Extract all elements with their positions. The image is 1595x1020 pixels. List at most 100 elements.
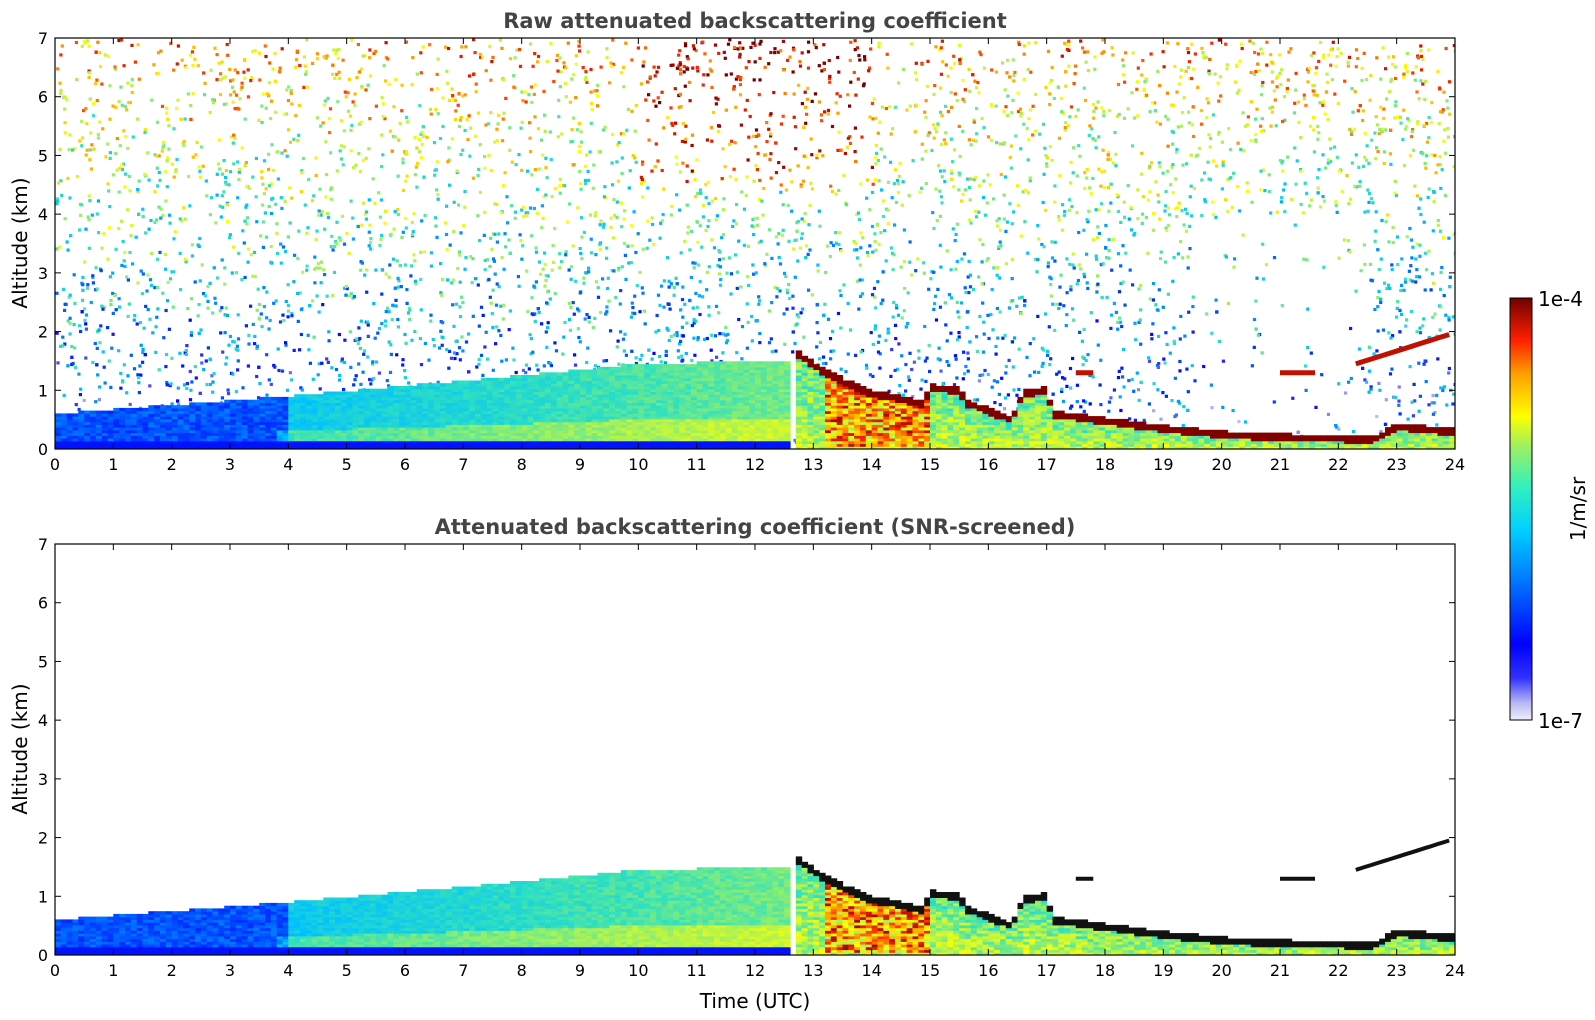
heatmap-cell: [656, 96, 660, 100]
heatmap-cell: [491, 55, 495, 59]
heatmap-cell: [308, 304, 312, 308]
heatmap-cell: [457, 203, 461, 207]
heatmap-cell: [159, 216, 163, 220]
heatmap-cell: [548, 362, 553, 366]
heatmap-cell: [333, 76, 337, 80]
heatmap-cell: [183, 421, 190, 425]
heatmap-cell: [1250, 200, 1254, 204]
heatmap-cell: [177, 432, 184, 436]
heatmap-cell: [1312, 51, 1316, 55]
heatmap-cell: [1178, 359, 1182, 364]
heatmap-cell: [1105, 256, 1109, 260]
heatmap-cell: [1294, 71, 1298, 75]
heatmap-cell: [603, 185, 607, 189]
heatmap-cell: [390, 318, 394, 322]
heatmap-cell: [367, 230, 371, 234]
heatmap-cell: [828, 337, 833, 341]
heatmap-cell: [568, 317, 572, 322]
heatmap-cell: [270, 402, 278, 406]
heatmap-cell: [533, 168, 537, 172]
heatmap-cell: [528, 136, 532, 140]
heatmap-cell: [1123, 215, 1127, 219]
heatmap-cell: [570, 265, 574, 269]
heatmap-cell: [978, 238, 982, 242]
heatmap-cell: [525, 211, 530, 215]
heatmap-cell: [84, 313, 89, 317]
heatmap-cell: [1161, 171, 1165, 175]
heatmap-cell: [1053, 259, 1057, 263]
heatmap-cell: [332, 270, 337, 275]
heatmap-cell: [1010, 257, 1014, 262]
heatmap-cell: [286, 99, 291, 103]
heatmap-cell: [60, 440, 68, 445]
heatmap-cell: [114, 105, 118, 109]
heatmap-cell: [796, 220, 800, 224]
heatmap-cell: [673, 132, 677, 136]
heatmap-cell: [708, 67, 712, 71]
heatmap-cell: [171, 429, 179, 434]
heatmap-cell: [751, 134, 755, 138]
heatmap-cell: [1133, 418, 1137, 422]
heatmap-cell: [550, 194, 554, 199]
heatmap-cell: [1082, 272, 1086, 276]
heatmap-cell: [690, 358, 694, 363]
heatmap-cell: [148, 438, 155, 442]
heatmap-cell: [549, 41, 553, 46]
heatmap-cell: [874, 306, 878, 310]
heatmap-cell: [81, 275, 85, 280]
heatmap-cell: [142, 407, 149, 412]
heatmap-cell: [330, 234, 334, 238]
heatmap-cell: [428, 107, 433, 111]
heatmap-cell: [1076, 278, 1080, 283]
heatmap-cell: [839, 148, 843, 152]
heatmap-cell: [231, 372, 235, 376]
heatmap-cell: [249, 304, 253, 308]
heatmap-cell: [265, 353, 269, 357]
heatmap-cell: [1161, 305, 1165, 309]
heatmap-cell: [420, 131, 424, 135]
heatmap-cell: [1086, 220, 1090, 224]
heatmap-cell: [219, 72, 223, 76]
heatmap-cell: [80, 136, 85, 140]
heatmap-cell: [119, 443, 126, 447]
heatmap-cell: [1213, 72, 1217, 76]
heatmap-cell: [283, 149, 287, 153]
heatmap-cell: [966, 275, 970, 279]
heatmap-cell: [156, 120, 160, 124]
heatmap-cell: [924, 149, 928, 153]
heatmap-cell: [971, 73, 975, 77]
heatmap-cell: [593, 214, 597, 218]
heatmap-cell: [338, 236, 342, 240]
heatmap-cell: [146, 151, 150, 155]
heatmap-cell: [263, 159, 267, 163]
heatmap-cell: [1100, 295, 1104, 300]
heatmap-cell: [259, 407, 266, 412]
heatmap-cell: [196, 243, 200, 247]
heatmap-cell: [294, 427, 301, 431]
heatmap-cell: [1451, 402, 1455, 406]
heatmap-cell: [1011, 98, 1015, 102]
heatmap-cell: [1135, 87, 1139, 91]
heatmap-cell: [282, 402, 289, 406]
heatmap-cell: [60, 435, 68, 439]
heatmap-cell: [358, 336, 362, 341]
heatmap-cell: [585, 153, 589, 157]
heatmap-cell: [781, 39, 785, 43]
heatmap-cell: [330, 366, 334, 370]
heatmap-cell: [106, 54, 110, 58]
heatmap-cell: [124, 172, 128, 176]
heatmap-cell: [177, 413, 184, 417]
heatmap-cell: [990, 288, 994, 292]
heatmap-cell: [1062, 213, 1066, 217]
heatmap-cell: [378, 243, 382, 248]
heatmap-cell: [1370, 138, 1374, 142]
heatmap-cell: [200, 443, 208, 447]
heatmap-cell: [101, 410, 109, 414]
heatmap-cell: [884, 106, 888, 111]
heatmap-cell: [230, 438, 237, 442]
heatmap-cell: [1097, 231, 1101, 236]
heatmap-cell: [924, 99, 928, 103]
heatmap-cell: [1107, 256, 1111, 260]
heatmap-cell: [130, 43, 134, 47]
heatmap-cell: [998, 228, 1003, 232]
